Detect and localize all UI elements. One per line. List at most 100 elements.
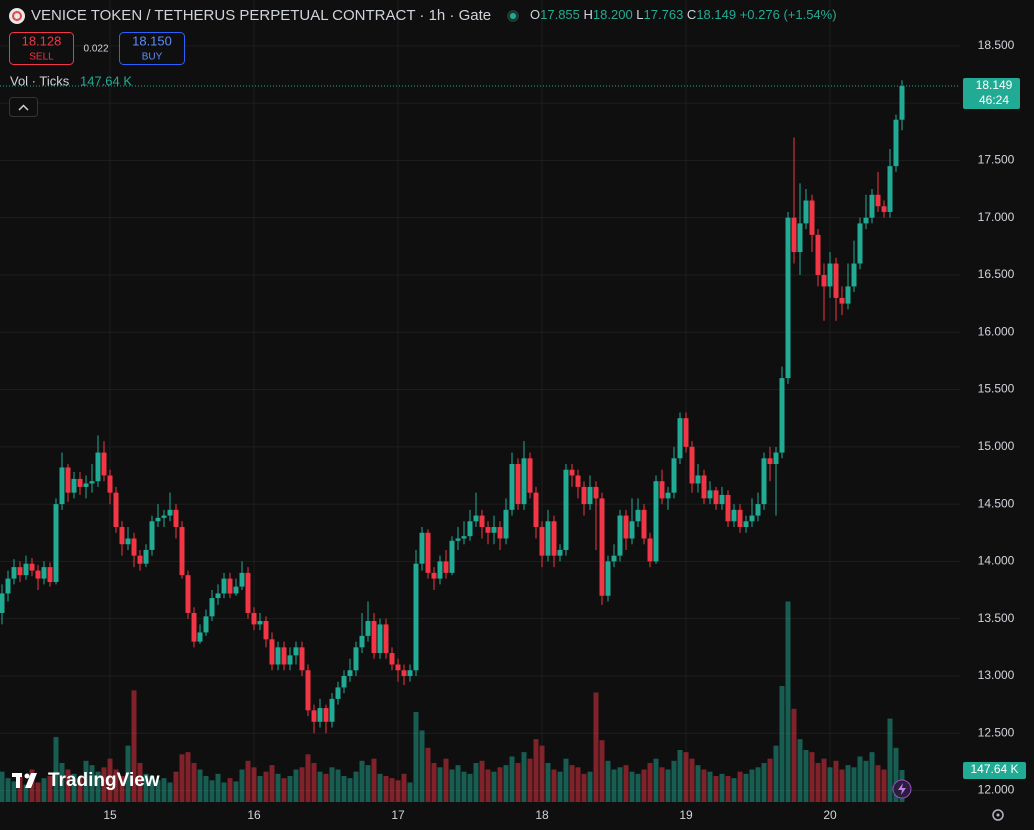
volume-bar [11,781,17,802]
buy-button[interactable] [119,32,185,65]
candle-body [797,223,803,253]
candle-body [413,563,419,671]
volume-bar [659,767,665,802]
candle-body [605,561,611,596]
candle-body [869,194,875,218]
candle-body [599,498,605,596]
volume-bar [383,775,389,802]
volume-bar [677,749,683,802]
candle-body [773,452,779,465]
candle-body [641,509,647,539]
candle-body [887,166,893,212]
candle-body [845,286,851,304]
volume-bar [125,745,131,802]
candle-body [713,490,719,505]
candle-body [455,538,461,541]
volume-bar [707,771,713,802]
volume-bar [233,781,239,802]
candle-body [263,620,269,640]
candle-body [155,517,161,522]
volume-bar [227,778,233,802]
volume-bar [587,771,593,802]
candle-body [233,586,239,594]
volume-bar [431,762,437,802]
sell-button[interactable] [9,32,74,65]
candle-body [881,206,887,212]
sell-label: SELL [29,52,54,63]
candle-body [29,563,35,571]
y-tick-label: 15.000 [978,439,1015,453]
volume-bar [833,760,839,802]
volume-bar [779,686,785,802]
volume-bar [557,771,563,802]
candle-body [443,561,449,573]
y-tick-label: 12.000 [978,783,1015,797]
volume-bar [413,712,419,802]
x-tick-label: 16 [247,808,261,822]
indicator-name[interactable]: Vol · Ticks [10,73,70,88]
candle-body [695,475,701,484]
volume-bar [485,769,491,802]
settings-button[interactable] [992,809,1004,821]
volume-bar [665,769,671,802]
volume-bar [281,778,287,802]
volume-bar [539,745,545,802]
y-tick-label: 15.500 [978,382,1015,396]
volume-bar [473,762,479,802]
candle-body [371,620,377,654]
volume-bar [869,752,875,802]
symbol-title[interactable]: VENICE TOKEN / TETHERUS PERPETUAL CONTRA… [31,7,491,24]
volume-bar [299,767,305,802]
volume-bar [0,771,5,802]
ohlc-key: C [687,7,696,22]
candle-body [395,664,401,671]
y-tick-label: 17.500 [978,153,1015,167]
candle-body [113,492,119,528]
volume-bar [359,760,365,802]
candle-body [719,494,725,505]
candle-body [575,475,581,487]
volume-bar [143,773,149,802]
volume-bar [161,778,167,802]
y-tick-label: 13.000 [978,668,1015,682]
candle-body [341,675,347,688]
candle-body [827,263,833,287]
candle-body [851,263,857,287]
volume-bar [65,769,71,802]
candle-body [821,274,827,287]
candle-body [389,653,395,665]
volume-bar [77,778,83,802]
candle-body [731,509,737,522]
y-tick-label: 12.500 [978,725,1015,739]
candle-body [329,698,335,722]
candle-body [839,297,845,304]
ohlc-value: 18.149 [696,7,736,22]
candle-body [449,540,455,573]
candle-body [749,515,755,522]
volume-bar [575,767,581,802]
market-status-dot [510,13,516,19]
collapse-button[interactable] [9,97,38,117]
candle-body [593,486,599,499]
candle-body [761,458,767,505]
volume-bar [251,767,257,802]
volume-bar [893,747,899,802]
volume-bar [839,769,845,802]
volume-bar [449,769,455,802]
candle-body [23,563,29,576]
candle-body [425,532,431,573]
buy-price: 18.150 [132,33,172,48]
y-tick-label: 14.000 [978,554,1015,568]
candle-body [59,467,65,505]
volume-bar [527,758,533,802]
volume-bar [119,775,125,802]
ohlc-value: 17.763 [644,7,684,22]
candle-body [503,509,509,539]
volume-bar [395,780,401,802]
candle-body [71,478,77,493]
brand[interactable]: TradingView [48,770,160,791]
volume-bar [719,773,725,802]
volume-bar [437,767,443,802]
candle-body [293,647,299,656]
